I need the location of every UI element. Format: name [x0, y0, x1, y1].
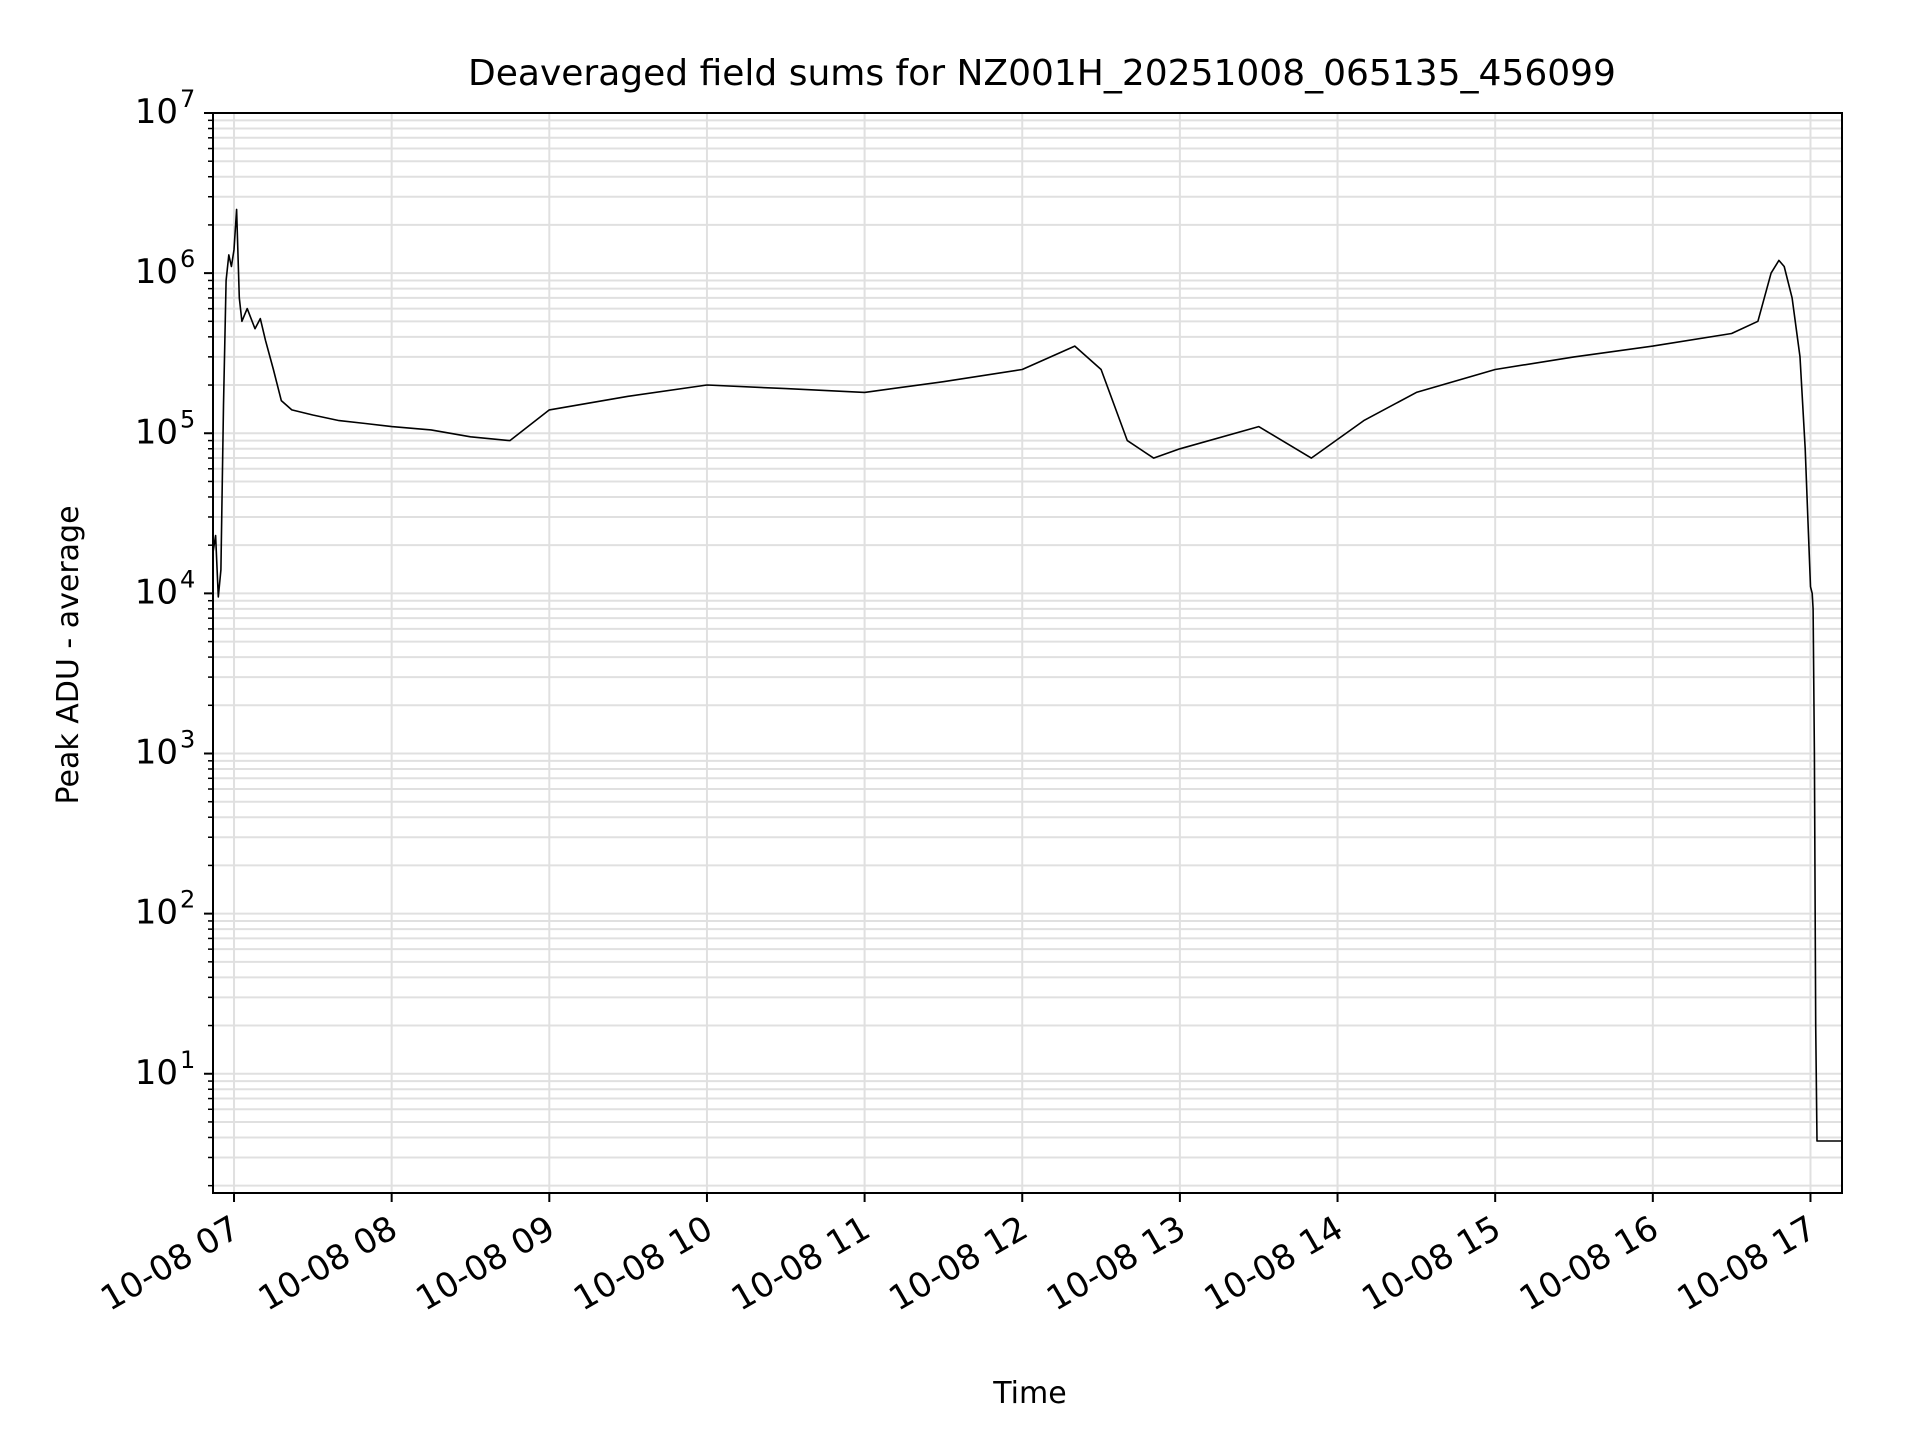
y-tick-label: 10 — [135, 1053, 178, 1093]
y-axis-label: Peak ADU - average — [51, 505, 86, 804]
plot-data — [212, 208, 1842, 1142]
series-line — [212, 208, 1842, 1142]
y-tick-label-exponent: 7 — [180, 85, 195, 113]
y-tick-label: 10 — [135, 572, 178, 612]
chart-title: Deaveraged field sums for NZ001H_2025100… — [468, 53, 1616, 94]
y-tick-label-exponent: 4 — [180, 565, 195, 593]
y-tick-label: 10 — [135, 92, 178, 132]
y-tick-label-base: 10 — [135, 893, 178, 933]
y-tick-label-exponent: 3 — [180, 726, 195, 754]
y-tick-label-exponent: 2 — [180, 886, 195, 914]
y-tick-label: 10 — [135, 412, 178, 452]
y-tick-label-base: 10 — [135, 252, 178, 292]
y-tick-label: 10 — [135, 893, 178, 933]
x-axis-label: Time — [992, 1376, 1066, 1411]
y-tick-label-base: 10 — [135, 92, 178, 132]
y-tick-label: 10 — [135, 252, 178, 292]
grid — [213, 112, 1842, 1193]
y-tick-label-exponent: 1 — [180, 1046, 195, 1074]
y-tick-label-base: 10 — [135, 572, 178, 612]
y-tick-label-base: 10 — [135, 1053, 178, 1093]
y-tick-label-exponent: 5 — [180, 405, 195, 433]
y-tick-label-exponent: 6 — [180, 245, 195, 273]
y-tick-label: 10 — [135, 733, 178, 773]
y-tick-label-base: 10 — [135, 412, 178, 452]
y-tick-label-base: 10 — [135, 733, 178, 773]
plot-frame — [212, 112, 1843, 1194]
